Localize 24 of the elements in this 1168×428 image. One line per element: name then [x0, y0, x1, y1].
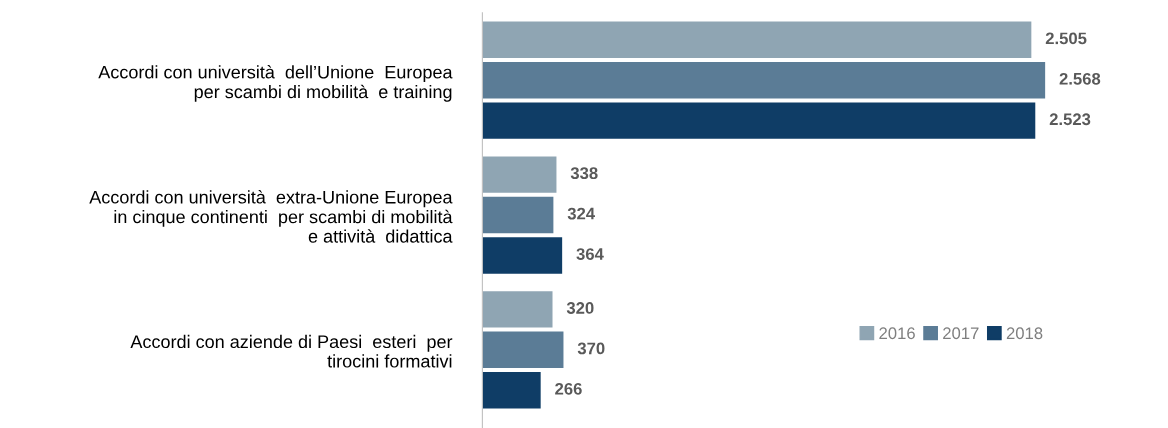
bar: [482, 196, 554, 234]
legend-label: 2018: [1006, 327, 1043, 340]
data-label: 324: [567, 207, 595, 220]
data-label: 2.505: [1045, 32, 1087, 45]
bar: [482, 102, 1036, 139]
bar: [482, 291, 553, 328]
bar: [482, 237, 563, 274]
bar: [482, 372, 541, 409]
bar: [482, 62, 1046, 99]
data-label: 370: [577, 342, 605, 355]
data-label: 364: [576, 248, 604, 260]
bar: [482, 156, 557, 193]
data-label: 2.568: [1059, 72, 1101, 85]
y-tick-label: Accordi con aziende di Paesi esteri per tirocini formativi: [130, 334, 453, 368]
bar: [482, 331, 564, 369]
data-label: 2.523: [1049, 113, 1091, 126]
y-tick-label: Accordi con università extra-Unione Europea in cinque continenti per scambi di mobilità e attività didattica: [89, 190, 453, 243]
legend-label: 2016: [879, 327, 915, 340]
legend-label: 2017: [943, 327, 979, 340]
bar: [482, 21, 1032, 58]
data-label: 320: [566, 302, 594, 314]
y-tick-label: Accordi con università dell’Unione Europea per scambi di mobilità e training: [98, 65, 453, 102]
data-label: 338: [570, 167, 598, 180]
data-label: 266: [555, 382, 582, 395]
